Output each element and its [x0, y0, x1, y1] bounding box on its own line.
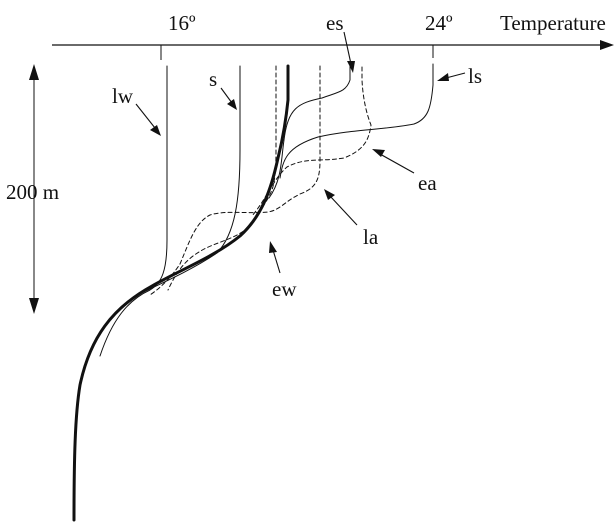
tick-label-24: 24º: [425, 11, 453, 35]
profile-label-ea: ea: [418, 171, 437, 195]
pointer-ew-line: [272, 249, 281, 274]
depth-scale-arrowhead-top: [29, 64, 39, 80]
pointer-ls-line: [445, 72, 466, 79]
pointer-ew-head: [269, 241, 277, 253]
pointer-ls-head: [437, 73, 449, 81]
pointer-lw-line: [135, 103, 156, 129]
label-la-group: la: [324, 189, 379, 249]
pointer-es-head: [347, 61, 355, 73]
depth-scale-arrowhead-bottom: [29, 298, 39, 314]
pointer-la-head: [324, 189, 335, 200]
pointer-lw-head: [150, 125, 161, 136]
pointer-ea-head: [372, 149, 385, 157]
profile-es: [268, 65, 351, 199]
profile-label-lw: lw: [112, 84, 134, 108]
profile-label-la: la: [363, 225, 379, 249]
label-s-group: s: [209, 67, 237, 110]
profile-ew: [72, 64, 290, 522]
label-ew-group: ew: [269, 241, 297, 301]
profile-label-s: s: [209, 67, 217, 91]
pointer-s-head: [227, 99, 237, 110]
pointer-ea-line: [379, 153, 415, 174]
label-lw-group: lw: [112, 84, 161, 136]
label-es-group: es: [326, 11, 355, 73]
profile-ls: [279, 63, 434, 179]
profile-la: [149, 65, 321, 296]
pointer-la-line: [329, 195, 358, 226]
axis-title: Temperature: [500, 11, 606, 35]
profile-ew-dashed: [167, 65, 277, 291]
profile-s: [134, 65, 241, 297]
profile-label-ls: ls: [468, 64, 482, 88]
profile-lw: [99, 65, 168, 357]
label-ea-group: ea: [372, 149, 437, 195]
temperature-axis-arrowhead: [600, 40, 614, 50]
label-ls-group: ls: [437, 64, 482, 88]
profile-ea: [251, 66, 372, 217]
profile-label-es: es: [326, 11, 344, 35]
profile-label-ew: ew: [272, 277, 297, 301]
pointer-s-line: [220, 87, 233, 104]
depth-scale-label: 200 m: [6, 180, 59, 204]
pointer-es-line: [343, 31, 352, 65]
tick-label-16: 16º: [168, 11, 196, 35]
